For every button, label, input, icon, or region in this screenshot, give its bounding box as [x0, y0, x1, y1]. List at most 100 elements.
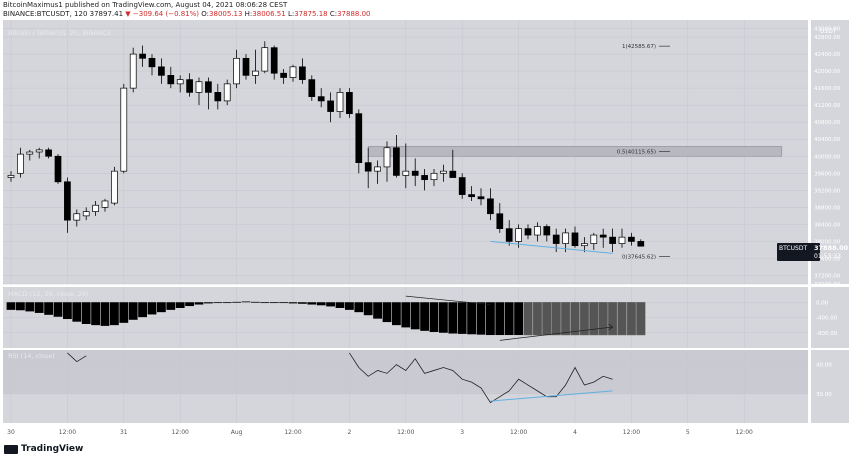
x-tick-label: 5: [686, 429, 690, 436]
y-tick-label: 37200.00: [814, 273, 841, 279]
candle-down: [364, 162, 372, 172]
candle-down: [552, 234, 560, 244]
fib-zone-box: [367, 146, 783, 157]
y-tick-label: 43000.00: [814, 27, 841, 33]
macd-bar: [175, 302, 185, 308]
x-tick-label: Aug: [231, 429, 243, 436]
candle-up: [129, 53, 137, 89]
macd-bar: [213, 302, 223, 304]
candle-down: [158, 66, 165, 76]
candle-up: [336, 92, 344, 112]
macd-bar: [128, 302, 138, 320]
macd-bar: [439, 302, 448, 333]
x-tick-label: 2: [347, 429, 351, 436]
candle-down: [186, 79, 193, 93]
macd-tick-label: 0.00: [816, 300, 829, 306]
macd-bar: [326, 302, 335, 307]
candle-up: [252, 70, 259, 76]
candle-down: [355, 113, 363, 163]
candle-down: [45, 149, 52, 157]
macd-bar: [53, 302, 63, 317]
macd-bar: [514, 302, 523, 336]
rsi-line: [67, 352, 87, 363]
tradingview-logo[interactable]: TradingView: [4, 444, 83, 454]
macd-bar: [269, 302, 279, 304]
x-tick-label: 4: [573, 429, 577, 436]
candle-down: [205, 81, 212, 93]
candle-up: [590, 234, 598, 244]
candle-down: [609, 236, 616, 244]
macd-bar: [579, 302, 590, 336]
candle-down: [477, 196, 485, 200]
macd-bar: [448, 302, 458, 334]
candle-down: [543, 226, 551, 236]
price-tag-value: 37888.00: [814, 244, 849, 252]
tradingview-mark-icon: [4, 444, 18, 454]
x-tick-label: 12:00: [284, 429, 301, 436]
candle-up: [289, 66, 297, 78]
macd-bar: [110, 302, 119, 326]
macd-bar: [335, 302, 345, 308]
candle-up: [120, 87, 128, 172]
rsi-line: [349, 352, 613, 404]
macd-bar: [260, 302, 270, 304]
macd-bar: [354, 302, 364, 313]
candle-down: [148, 57, 156, 68]
candle-down: [411, 170, 419, 176]
candle-down: [317, 96, 325, 102]
macd-bar: [363, 302, 373, 316]
x-tick-label: 12:00: [736, 429, 753, 436]
macd-bar: [316, 302, 326, 306]
candle-down: [242, 57, 250, 76]
fib-level-label: 0(37645.62): [622, 255, 656, 261]
macd-bar: [561, 302, 571, 336]
macd-signal-line: [405, 295, 491, 305]
macd-bar: [467, 302, 476, 335]
macd-bar: [382, 302, 392, 323]
candle-up: [92, 204, 99, 212]
candle-down: [139, 53, 146, 59]
low-label: L:: [287, 10, 295, 18]
macd-bar: [194, 302, 204, 305]
axis-unit-label: USDT: [820, 28, 837, 35]
rsi-tick-label: 30.00: [816, 392, 832, 398]
open-value: 38005.13: [209, 10, 243, 18]
macd-bar: [401, 302, 411, 328]
macd-bar: [345, 302, 354, 310]
x-tick-label: 12:00: [623, 429, 640, 436]
rsi-pane-title: RSI (14, close): [8, 352, 55, 360]
candle-down: [505, 228, 513, 242]
macd-bar: [16, 302, 25, 311]
price-tag: BTCUSDT 37888.00 01:53:33: [777, 243, 849, 261]
x-tick-label: 12:00: [172, 429, 189, 436]
x-tick-label: 31: [120, 429, 128, 436]
price-trendline: [490, 240, 613, 254]
macd-bar: [298, 302, 307, 304]
candle-down: [64, 181, 71, 221]
macd-bar: [44, 302, 53, 315]
candle-up: [26, 151, 34, 155]
macd-bar: [204, 302, 213, 304]
low-value: 37875.18: [294, 10, 328, 18]
macd-bar: [63, 302, 72, 320]
candle-down: [167, 75, 175, 85]
y-tick-label: 38800.00: [814, 205, 841, 211]
price-axis: [811, 20, 849, 284]
macd-tick-label: -400.00: [816, 316, 838, 322]
macd-bar: [34, 302, 44, 313]
y-tick-label: 40400.00: [814, 137, 841, 143]
candle-down: [299, 66, 306, 80]
candle-down: [571, 232, 579, 247]
candle-up: [440, 170, 447, 174]
main-pane-title: Bitcoin / TetherUS, 2h, BINANCE: [8, 29, 111, 37]
candle-up: [73, 213, 81, 221]
y-tick-label: 38400.00: [814, 222, 841, 228]
y-tick-label: 38000.00: [814, 239, 841, 245]
y-tick-label: 41200.00: [814, 103, 841, 109]
y-tick-label: 40000.00: [814, 154, 841, 160]
macd-bar: [542, 302, 552, 336]
candle-up: [534, 226, 541, 236]
macd-bar: [457, 302, 467, 334]
